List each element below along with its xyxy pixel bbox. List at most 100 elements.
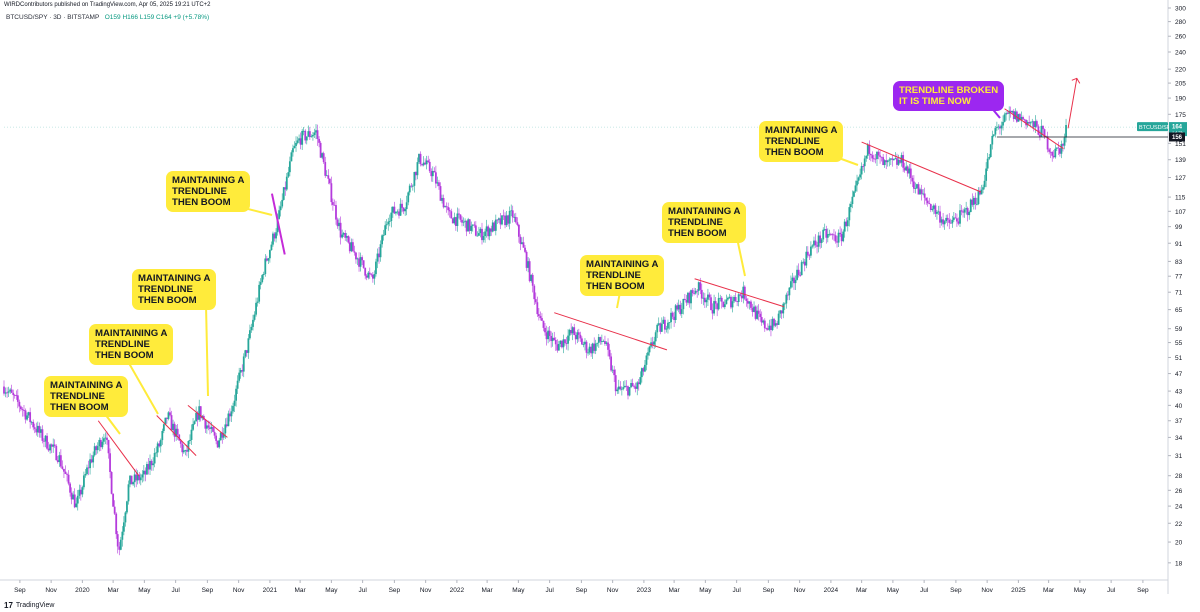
candle-body: [1032, 121, 1035, 128]
trendline: [187, 404, 228, 438]
y-tick-label: 22: [1175, 521, 1183, 528]
candle-body: [584, 341, 586, 345]
candle-body: [395, 211, 397, 214]
candle-body: [645, 355, 648, 365]
candle-body: [846, 220, 849, 227]
candle-body: [398, 211, 400, 216]
candle-body: [447, 207, 450, 211]
candle-body: [949, 222, 952, 224]
candle-body: [691, 290, 694, 294]
y-tick-label: 26: [1175, 488, 1183, 495]
candle-body: [999, 126, 1001, 129]
candle-body: [579, 334, 582, 339]
candle-body: [438, 182, 440, 187]
candle-body: [249, 330, 251, 339]
candle-body: [315, 130, 317, 133]
candle-body: [550, 335, 553, 342]
candle-body: [1019, 114, 1021, 121]
candle-body: [991, 135, 994, 145]
candle-body: [1058, 148, 1061, 154]
candle-body: [946, 217, 949, 220]
candle-body: [986, 158, 989, 169]
candle-body: [945, 217, 948, 222]
x-tick-label: Jul: [920, 587, 929, 594]
y-tick-label: 83: [1175, 259, 1183, 266]
candle-body: [115, 513, 118, 535]
candle-body: [121, 531, 124, 540]
candle-body: [760, 317, 763, 323]
candle-body: [44, 435, 47, 442]
candle-body: [370, 274, 373, 276]
time-axis[interactable]: Sep Nov 2020 Mar May Jul Sep Nov 2021 Mar May Jul Se…: [14, 580, 1149, 594]
candle-body: [281, 199, 284, 207]
candle-body: [754, 306, 757, 319]
callout-pointer: [736, 237, 746, 277]
candle-body: [989, 144, 992, 158]
candle-body: [922, 193, 925, 195]
candle-body: [36, 425, 39, 433]
candle-body: [313, 132, 316, 135]
x-tick-label: Nov: [607, 587, 619, 594]
candle-body: [703, 297, 706, 303]
candle-body: [588, 346, 591, 353]
candle-body: [335, 205, 337, 220]
candle-body: [7, 391, 10, 393]
candle-body: [932, 205, 935, 209]
candle-body: [625, 385, 628, 387]
candle-body: [244, 350, 247, 357]
price-axis[interactable]: 18 20 22 24 26 28 31 34 37 40 43 47 51 55 59 65 71 77 83 91…: [1168, 6, 1186, 568]
candle-body: [1031, 121, 1034, 123]
candle-body: [451, 218, 454, 224]
candle-body: [4, 392, 7, 394]
candle-body: [479, 228, 482, 234]
trendline: [861, 141, 982, 193]
candle-body: [992, 134, 995, 136]
candle-body: [839, 232, 842, 235]
candle-body: [622, 387, 625, 389]
candle-body: [1020, 116, 1023, 121]
candle-body: [467, 219, 470, 232]
candle-body: [195, 412, 198, 422]
y-tick-label: 300: [1175, 6, 1186, 13]
candle-body: [571, 327, 574, 334]
candle-body: [962, 211, 964, 213]
y-tick-label: 40: [1175, 403, 1183, 410]
candle-body: [72, 494, 75, 500]
symbol-legend[interactable]: BTCUSD/SPY · 3D · BITSTAMP O159 H166 L15…: [6, 14, 209, 21]
candle-body: [498, 218, 500, 220]
candle-body: [490, 228, 493, 232]
candle-body: [859, 174, 861, 178]
candle-body: [9, 389, 12, 392]
candle-body: [50, 444, 53, 447]
candle-body: [272, 233, 274, 245]
candle-body: [965, 208, 968, 210]
candle-body: [290, 152, 293, 162]
candle-body: [780, 310, 783, 314]
candle-body: [302, 130, 305, 132]
candle-body: [408, 185, 411, 193]
candle-body: [198, 406, 201, 420]
x-tick-label: Sep: [202, 587, 214, 594]
candle-body: [69, 483, 71, 493]
candle-body: [694, 290, 697, 294]
candle-body: [837, 232, 840, 243]
candle-body: [521, 242, 523, 244]
candle-body: [316, 130, 319, 139]
candle-body: [817, 235, 820, 247]
candle-body: [1049, 151, 1052, 153]
candle-body: [631, 383, 634, 387]
candle-body: [917, 184, 920, 195]
candle-body: [487, 226, 490, 237]
candle-body: [740, 295, 743, 299]
grid: [0, 0, 1169, 594]
candle-body: [788, 287, 791, 296]
candle-body: [327, 175, 330, 179]
candle-body: [871, 155, 874, 159]
footer-brand[interactable]: 17 TradingView: [4, 601, 54, 610]
candle-body: [856, 180, 858, 186]
candle-body: [216, 440, 219, 448]
candle-body: [877, 151, 880, 156]
candle-body: [253, 314, 256, 320]
candle-body: [630, 383, 632, 388]
